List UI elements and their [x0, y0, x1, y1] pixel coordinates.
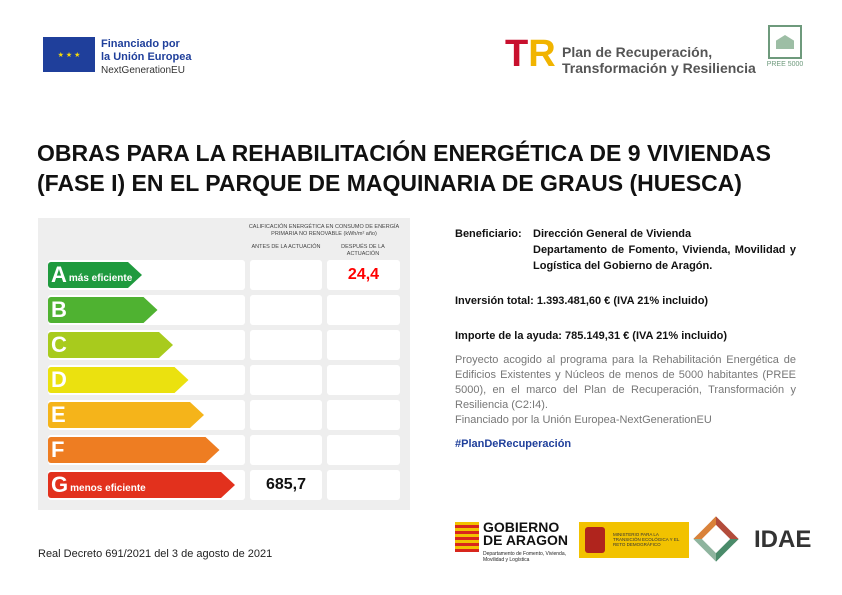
pree-label: PREE 5000 [766, 61, 804, 68]
program-description: Proyecto acogido al programa para la Reh… [455, 354, 796, 411]
before-value [250, 330, 322, 360]
after-value: 24,4 [327, 260, 400, 290]
rating-letter: E [51, 402, 66, 427]
rating-letter: C [51, 332, 67, 357]
rating-letter: A [51, 262, 67, 287]
ga-sub: Departamento de Fomento, Vivienda, Movil… [483, 551, 567, 563]
ga-line2: DE ARAGON [483, 532, 569, 548]
eu-line3: NextGenerationEU [101, 65, 185, 76]
hashtag-link[interactable]: #PlanDeRecuperación [455, 438, 572, 450]
eu-line1: Financiado por [101, 38, 180, 50]
energy-label-panel: CALIFICACIÓN ENERGÉTICA EN CONSUMO DE EN… [38, 218, 410, 510]
rating-arrow: C [48, 332, 173, 358]
rating-arrow: G menos eficiente [48, 472, 235, 498]
beneficiary-line1: Dirección General de Vivienda [533, 228, 692, 240]
ministerio-logo: MINISTERIO PARA LA TRANSICIÓN ECOLÓGICA … [579, 522, 689, 558]
rating-letter: G [51, 472, 69, 497]
energy-header: CALIFICACIÓN ENERGÉTICA EN CONSUMO DE EN… [248, 224, 400, 237]
before-value [250, 365, 322, 395]
house-icon [768, 25, 802, 59]
after-value [327, 330, 400, 360]
before-value [250, 435, 322, 465]
col-after-header: DESPUÉS DE LA ACTUACIÓN [341, 244, 385, 257]
before-value [250, 260, 322, 290]
plan-line2: Transformación y Resiliencia [562, 60, 756, 76]
ga-line1: GOBIERNO [483, 519, 560, 535]
rating-arrow: A más eficiente [48, 262, 142, 288]
rating-arrow: E [48, 402, 204, 428]
after-value [327, 295, 400, 325]
beneficiary-label: Beneficiario: [455, 228, 522, 240]
page-title: OBRAS PARA LA REHABILITACIÓN ENERGÉTICA … [37, 138, 827, 198]
beneficiary-line2: Departamento de Fomento, Vivienda, Movil… [533, 244, 796, 272]
gobierno-aragon-logo: GOBIERNO DE ARAGON Departamento de Foment… [455, 519, 575, 564]
after-value [327, 435, 400, 465]
before-value [250, 295, 322, 325]
plan-line1: Plan de Recuperación, [562, 44, 713, 60]
prtr-logo: TR [505, 33, 556, 75]
funded-by: Financiado por la Unión Europea-NextGene… [455, 414, 712, 426]
rating-sub: menos eficiente [70, 483, 146, 494]
rating-sub: más eficiente [68, 273, 133, 284]
title-line1: OBRAS PARA LA REHABILITACIÓN ENERGÉTICA … [37, 140, 771, 166]
pree-logo: PREE 5000 [766, 25, 804, 77]
col-before-header: ANTES DE LA ACTUACIÓN [251, 244, 321, 250]
rating-letter: D [51, 367, 67, 392]
rating-arrow: F [48, 437, 220, 463]
decree-text: Real Decreto 691/2021 del 3 de agosto de… [38, 548, 273, 560]
aragon-flag-icon [455, 522, 479, 552]
after-value [327, 470, 400, 500]
idae-text: IDAE [754, 526, 812, 553]
rating-letter: F [51, 437, 65, 462]
title-line2: (FASE I) EN EL PARQUE DE MAQUINARIA DE G… [37, 170, 742, 196]
before-value [250, 400, 322, 430]
plan-text: Plan de Recuperación, Transformación y R… [562, 44, 756, 76]
eu-flag-logo: ★ ★ ★ [43, 37, 95, 72]
idae-symbol-icon [693, 516, 739, 562]
idae-logo: IDAE [693, 516, 812, 562]
investment-total: Inversión total: 1.393.481,60 € (IVA 21%… [455, 295, 709, 307]
project-info: Beneficiario: Dirección General de Vivie… [455, 226, 796, 452]
aid-amount: Importe de la ayuda: 785.149,31 € (IVA 2… [455, 330, 728, 342]
before-value: 685,7 [250, 470, 322, 500]
beneficiary: Beneficiario: Dirección General de Vivie… [455, 226, 796, 242]
after-value [327, 365, 400, 395]
rating-arrow: D [48, 367, 189, 393]
rating-arrow: B [48, 297, 158, 323]
eu-funding-text: Financiado por la Unión Europea NextGene… [101, 38, 191, 77]
after-value [327, 400, 400, 430]
eu-line2: la Unión Europea [101, 51, 192, 63]
rating-letter: B [51, 297, 67, 322]
